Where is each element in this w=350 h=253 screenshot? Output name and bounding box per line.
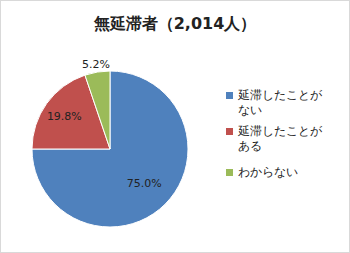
pie-slice (85, 71, 110, 149)
legend-item: 延滞したことがない (226, 88, 336, 118)
legend-label: 延滞したことがない (238, 88, 330, 118)
data-label: 75.0% (127, 177, 162, 190)
chart-title: 無延滞者（2,014人） (93, 14, 257, 33)
pie-slices (32, 71, 188, 227)
data-label: 19.8% (47, 110, 82, 123)
chart-root: 無延滞者（2,014人） 75.0% 19.8% 5.2% 延滞したことがない延滞したこ… (0, 0, 350, 253)
legend-label: わからない (238, 165, 330, 180)
legend-label: 延滞したことがある (238, 124, 330, 154)
legend-item: わからない (226, 165, 336, 180)
data-label: 5.2% (82, 58, 110, 71)
legend-swatch (226, 128, 233, 135)
legend-swatch (226, 169, 233, 176)
data-labels: 75.0% 19.8% 5.2% (47, 58, 162, 190)
legend-swatch (226, 92, 233, 99)
pie-slice (32, 71, 188, 227)
legend-item: 延滞したことがある (226, 124, 336, 154)
